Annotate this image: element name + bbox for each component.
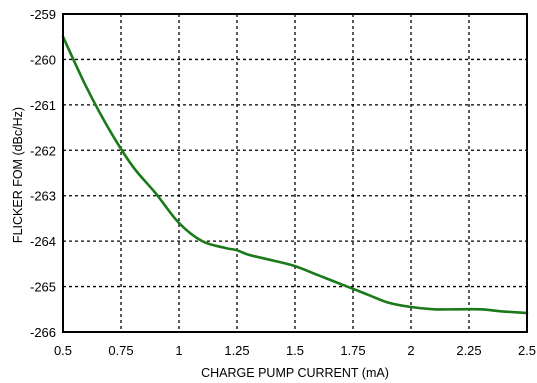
x-tick-label: 1.25: [224, 343, 249, 358]
y-tick-label: -262: [30, 143, 56, 158]
x-axis-label: CHARGE PUMP CURRENT (mA): [201, 366, 389, 380]
x-tick-labels: 0.5 0.75 1 1.25 1.5 1.75 2 2.25 2.5: [54, 343, 536, 358]
x-tick-label: 2.25: [456, 343, 481, 358]
y-tick-label: -260: [30, 52, 56, 67]
x-tick-label: 1: [175, 343, 182, 358]
y-tick-label: -261: [30, 98, 56, 113]
y-tick-label: -263: [30, 189, 56, 204]
grid: [63, 14, 527, 332]
x-tick-label: 0.75: [108, 343, 133, 358]
series-group: [61, 35, 529, 315]
x-tick-label: 1.75: [340, 343, 365, 358]
x-tick-label: 0.5: [54, 343, 72, 358]
series-line: [61, 35, 529, 315]
y-tick-label: -265: [30, 280, 56, 295]
x-tick-label: 1.5: [286, 343, 304, 358]
x-tick-label: 2: [407, 343, 414, 358]
y-tick-label: -264: [30, 234, 56, 249]
x-tick-label: 2.5: [518, 343, 536, 358]
plot-frame: [62, 13, 528, 333]
y-tick-label: -259: [30, 7, 56, 22]
y-axis-label: FLICKER FOM (dBc/Hz): [11, 107, 25, 243]
y-tick-label: -266: [30, 325, 56, 340]
y-tick-labels: -259 -260 -261 -262 -263 -264 -265 -266: [30, 7, 56, 340]
